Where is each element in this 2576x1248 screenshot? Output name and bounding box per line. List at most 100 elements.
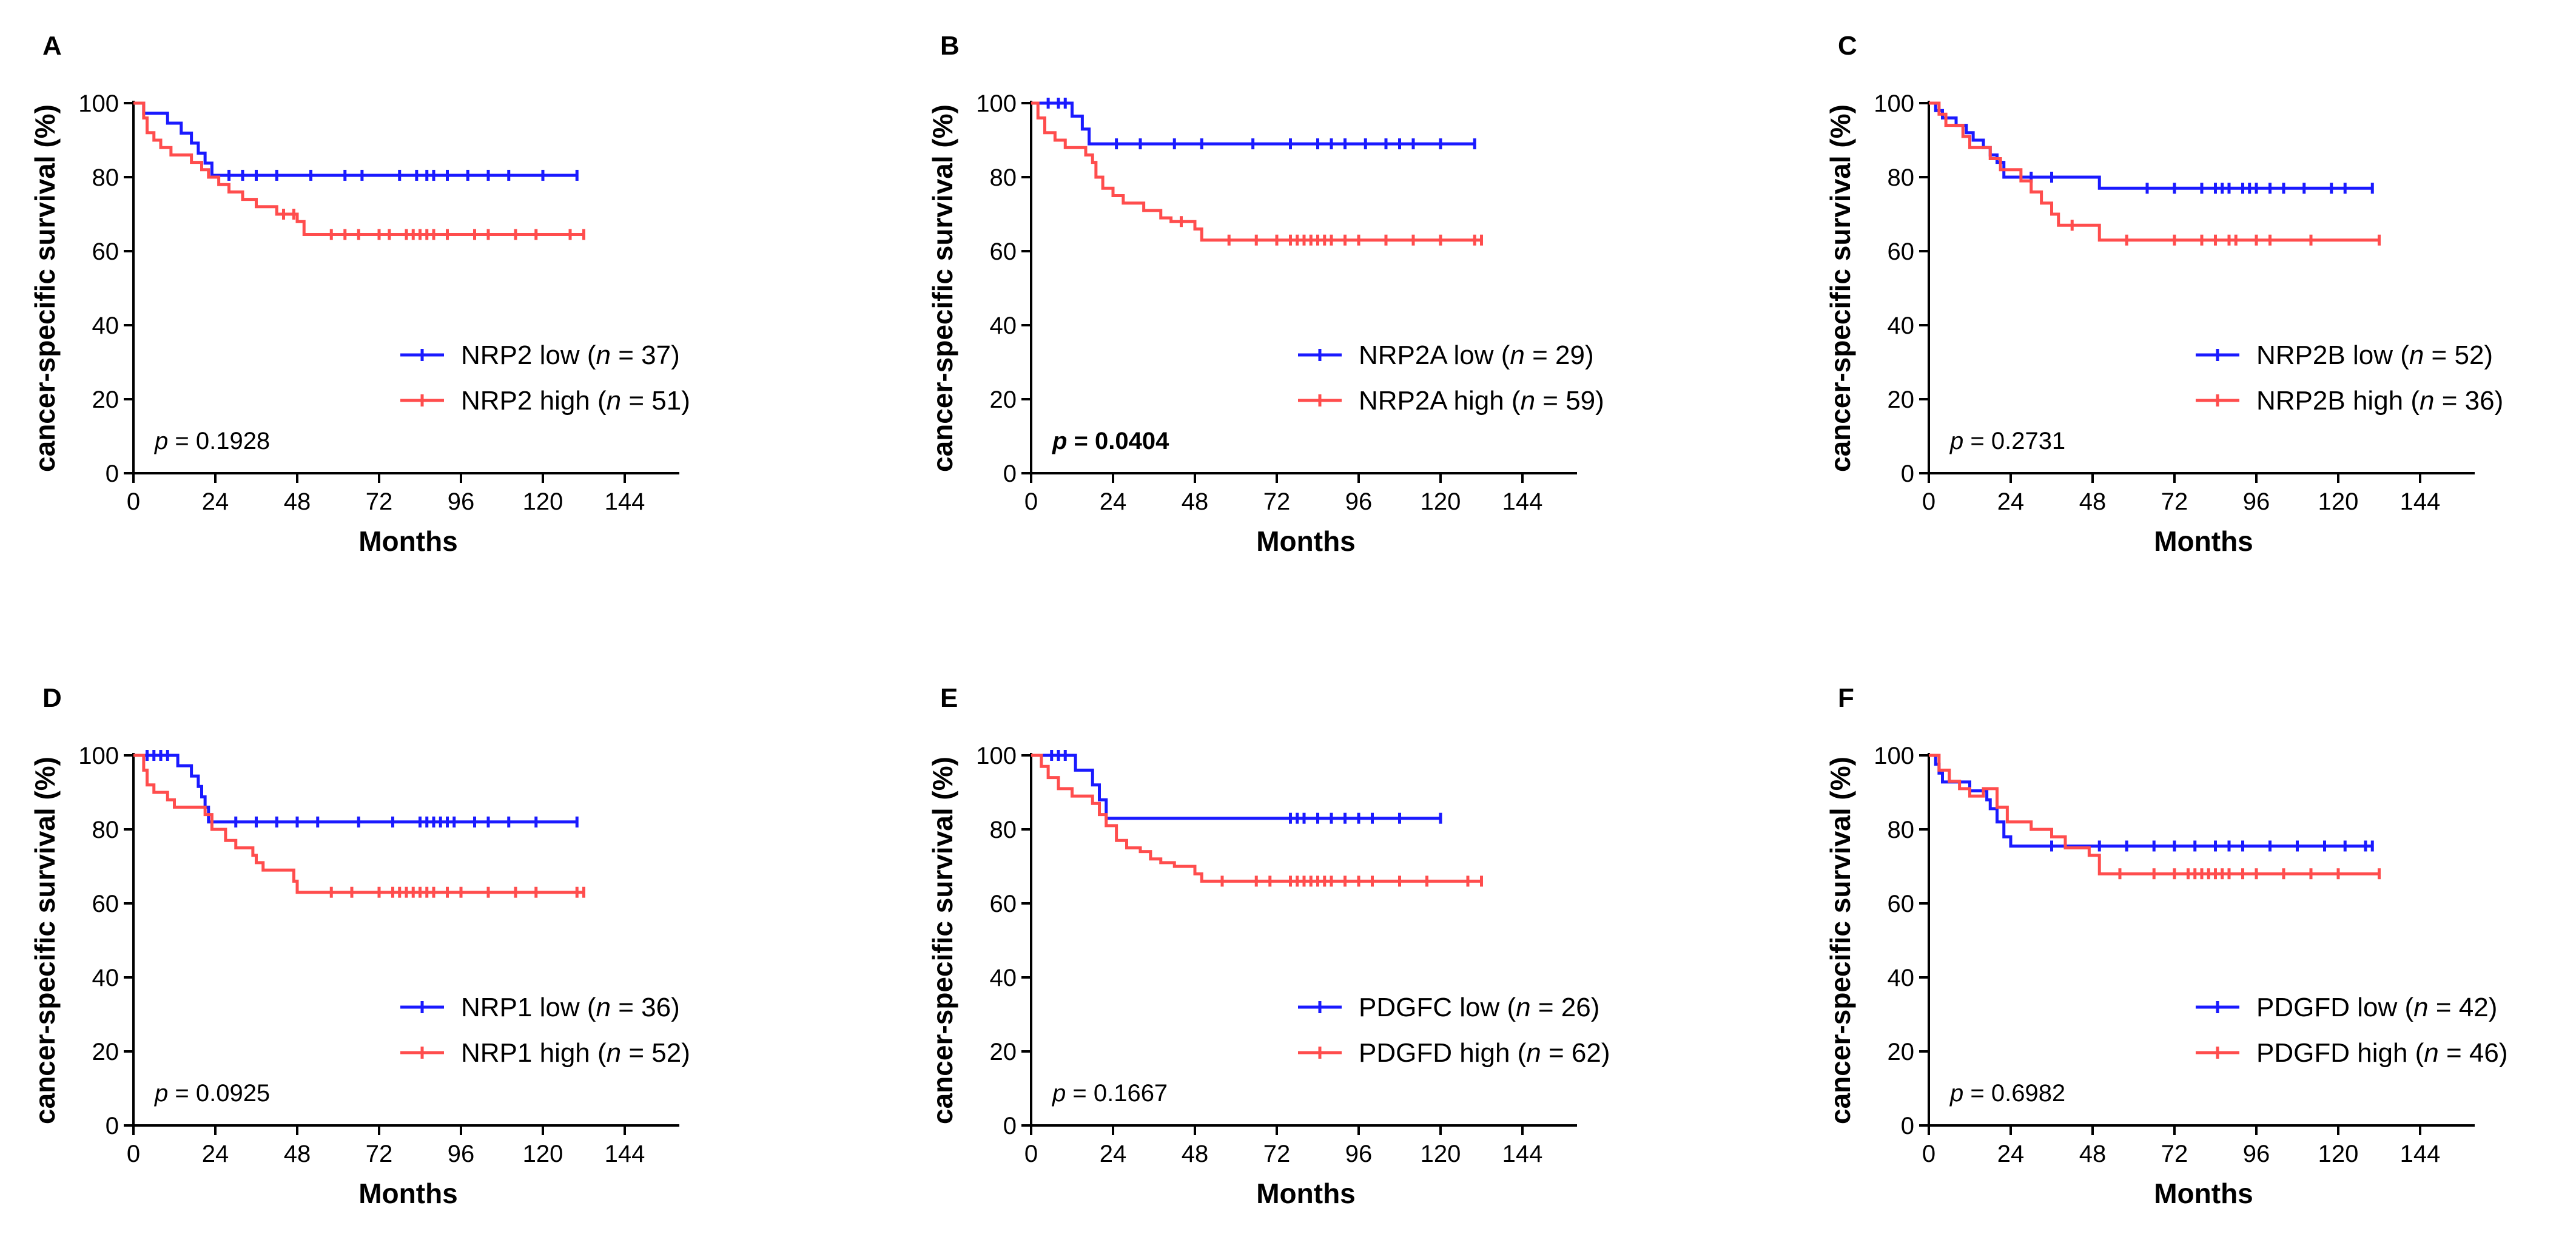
- x-axis-title: Months: [358, 525, 458, 557]
- x-tick-label: 144: [605, 1141, 645, 1167]
- y-tick-label: 100: [976, 743, 1017, 769]
- legend-entry-high: NRP2 high (n = 51): [461, 386, 690, 416]
- p-value-number: = 0.0404: [1067, 428, 1169, 454]
- x-tick-label: 120: [1421, 1141, 1461, 1167]
- y-tick-label: 100: [78, 743, 119, 769]
- p-value: p = 0.1667: [1052, 1080, 1168, 1107]
- y-tick-label: 0: [106, 460, 119, 487]
- panel-e: E 0 20 40 60 80 100 0 24 48 72 96 120 144 Months cancer…: [927, 683, 1610, 1209]
- x-axis-title: Months: [2154, 1178, 2253, 1209]
- x-tick-label: 96: [448, 488, 475, 515]
- legend-n-symbol: n: [596, 340, 611, 370]
- y-axis-title: cancer-specific survival (%): [927, 757, 958, 1124]
- legend-n-value: = 36): [611, 993, 680, 1022]
- y-tick-label: 80: [92, 817, 119, 843]
- y-tick-label: 40: [1888, 965, 1915, 991]
- legend-entry-high: PDGFD high (n = 46): [2256, 1038, 2508, 1068]
- km-curve-low: [1031, 754, 1441, 820]
- km-curve-high: [1929, 101, 2379, 242]
- km-curve-low: [133, 754, 577, 824]
- km-curve-high: [1929, 754, 2379, 875]
- legend-n-symbol: n: [1510, 340, 1524, 370]
- y-tick-label: 0: [1003, 1113, 1017, 1139]
- y-tick-label: 80: [1888, 164, 1915, 191]
- x-tick-label: 48: [2079, 1141, 2107, 1167]
- legend-n-symbol: n: [1526, 1038, 1541, 1068]
- y-tick-label: 60: [990, 238, 1017, 265]
- p-value-number: = 0.6982: [1963, 1080, 2065, 1107]
- x-tick-label: 0: [1024, 1141, 1038, 1167]
- km-curve-low: [133, 101, 577, 177]
- legend-n-value: = 52): [621, 1038, 690, 1068]
- legend-name: NRP2B high (: [2256, 386, 2420, 416]
- legend-n-value: = 59): [1535, 386, 1604, 416]
- y-tick-label: 20: [1888, 1039, 1915, 1065]
- km-curve-low: [1031, 101, 1475, 146]
- y-tick-label: 80: [92, 164, 119, 191]
- legend-entry-low: NRP2B low (n = 52): [2256, 340, 2493, 370]
- y-tick-label: 80: [990, 164, 1017, 191]
- panel-label: A: [42, 31, 62, 61]
- y-tick-label: 100: [1874, 743, 1914, 769]
- x-tick-label: 24: [1997, 488, 2025, 515]
- x-tick-label: 96: [2243, 488, 2270, 515]
- y-tick-label: 20: [990, 1039, 1017, 1065]
- panel-label: B: [940, 31, 960, 61]
- x-tick-label: 48: [1182, 488, 1209, 515]
- legend-entry-high: NRP2B high (n = 36): [2256, 386, 2503, 416]
- x-tick-label: 24: [1100, 488, 1127, 515]
- panel-f: F 0 20 40 60 80 100 0 24 48 72 96 120 144 Months cancer…: [1824, 683, 2508, 1209]
- km-curve-high: [133, 754, 584, 894]
- p-value: p = 0.1928: [154, 428, 270, 454]
- x-tick-label: 120: [1421, 488, 1461, 515]
- y-tick-label: 60: [1888, 238, 1915, 265]
- x-tick-label: 24: [202, 488, 229, 515]
- x-tick-label: 72: [2161, 488, 2188, 515]
- x-tick-label: 48: [2079, 488, 2107, 515]
- legend-entry-low: NRP2A low (n = 29): [1359, 340, 1594, 370]
- y-axis-title: cancer-specific survival (%): [1824, 757, 1856, 1124]
- y-axis-title: cancer-specific survival (%): [927, 104, 958, 472]
- panel-b: B 0 20 40 60 80 100 0 24 48 72 96 120 144 Months cancer…: [927, 31, 1604, 557]
- legend-name: NRP2A high (: [1359, 386, 1521, 416]
- x-tick-label: 0: [127, 488, 140, 515]
- y-tick-label: 20: [92, 1039, 119, 1065]
- p-symbol: p: [1949, 428, 1963, 454]
- legend-entry-high: NRP2A high (n = 59): [1359, 386, 1604, 416]
- legend-n-value: = 52): [2424, 340, 2493, 370]
- x-tick-label: 144: [2400, 1141, 2441, 1167]
- y-tick-label: 20: [92, 386, 119, 413]
- x-tick-label: 72: [1263, 488, 1291, 515]
- y-tick-label: 100: [1874, 90, 1914, 117]
- y-tick-label: 60: [990, 891, 1017, 917]
- y-tick-label: 60: [92, 238, 119, 265]
- x-tick-label: 144: [2400, 488, 2441, 515]
- panel-label: E: [940, 683, 958, 713]
- x-tick-label: 24: [1100, 1141, 1127, 1167]
- km-curve-low: [1929, 754, 2373, 848]
- panel-label: F: [1838, 683, 1854, 713]
- legend-entry-high: PDGFD high (n = 62): [1359, 1038, 1610, 1068]
- y-tick-label: 100: [78, 90, 119, 117]
- km-curve-low: [1929, 101, 2373, 190]
- legend-n-value: = 42): [2429, 993, 2498, 1022]
- y-tick-label: 0: [1901, 460, 1914, 487]
- p-value-number: = 0.1928: [168, 428, 270, 454]
- legend-name: NRP2 high (: [461, 386, 607, 416]
- legend-entry-low: PDGFD low (n = 42): [2256, 993, 2497, 1022]
- y-tick-label: 40: [990, 312, 1017, 339]
- y-tick-label: 40: [92, 965, 119, 991]
- x-tick-label: 0: [1922, 1141, 1935, 1167]
- x-tick-label: 120: [2318, 1141, 2359, 1167]
- y-tick-label: 0: [1003, 460, 1017, 487]
- y-axis-title: cancer-specific survival (%): [1824, 104, 1856, 472]
- legend-n-symbol: n: [2420, 386, 2434, 416]
- legend-name: NRP2B low (: [2256, 340, 2409, 370]
- legend-entry-low: NRP2 low (n = 37): [461, 340, 680, 370]
- x-tick-label: 24: [1997, 1141, 2025, 1167]
- legend-entry-low: PDGFC low (n = 26): [1359, 993, 1599, 1022]
- legend-n-value: = 51): [621, 386, 690, 416]
- legend-name: PDGFD high (: [2256, 1038, 2424, 1068]
- y-axis-title: cancer-specific survival (%): [29, 104, 61, 472]
- legend-entry-low: NRP1 low (n = 36): [461, 993, 680, 1022]
